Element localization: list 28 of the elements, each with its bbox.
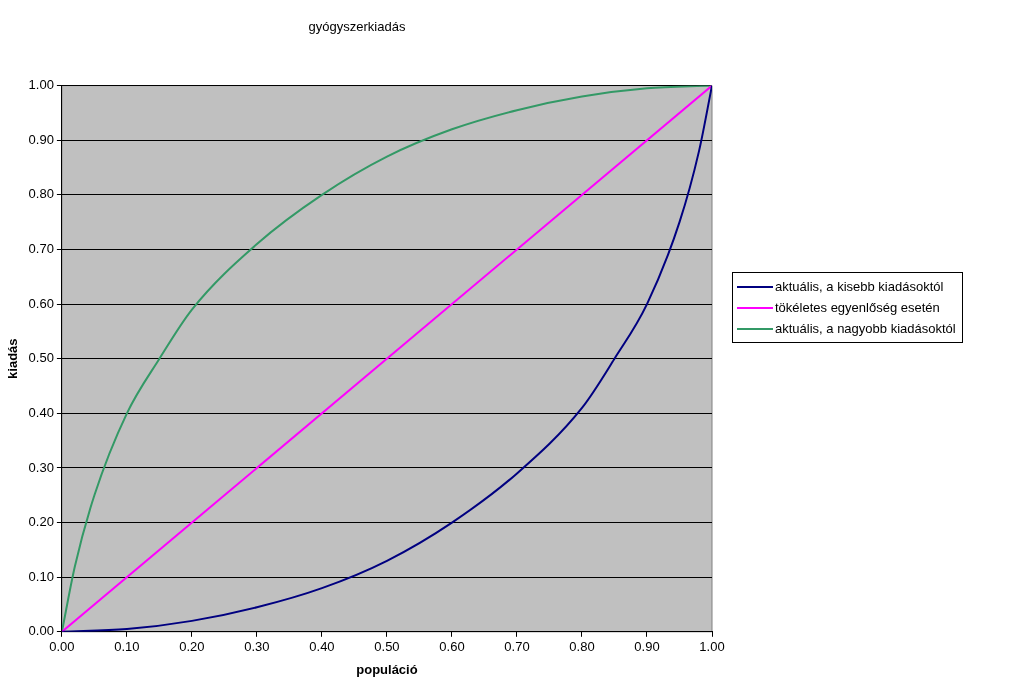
x-tick-label: 0.00 — [49, 639, 75, 655]
x-tick-label: 1.00 — [699, 639, 725, 655]
legend-label: aktuális, a kisebb kiadásoktól — [775, 278, 944, 296]
x-tick-label: 0.80 — [569, 639, 595, 655]
x-tick-label: 0.70 — [504, 639, 530, 655]
x-tick-label: 0.90 — [634, 639, 660, 655]
y-tick-label: 0.10 — [28, 568, 54, 584]
legend-label: tökéletes egyenlőség esetén — [775, 299, 940, 317]
y-tick-label: 0.30 — [28, 459, 54, 475]
y-tick-label: 0.40 — [28, 404, 54, 420]
x-tick-label: 0.10 — [114, 639, 140, 655]
y-tick-label: 0.00 — [28, 623, 54, 639]
chart-title: gyógyszerkiadás — [308, 19, 406, 35]
x-tick-label: 0.50 — [374, 639, 400, 655]
y-tick-label: 0.80 — [28, 186, 54, 202]
y-tick-label: 0.70 — [28, 241, 54, 257]
x-axis-title: populáció — [356, 661, 418, 677]
y-tick-label: 0.50 — [28, 350, 54, 366]
y-tick-label: 0.20 — [28, 514, 54, 530]
y-axis-title: kiadás — [5, 338, 21, 379]
y-tick-label: 0.90 — [28, 131, 54, 147]
x-tick-label: 0.20 — [179, 639, 205, 655]
y-tick-label: 0.60 — [28, 295, 54, 311]
x-tick-label: 0.30 — [244, 639, 270, 655]
y-tick-label: 1.00 — [28, 77, 54, 93]
x-tick-label: 0.60 — [439, 639, 465, 655]
x-tick-label: 0.40 — [309, 639, 335, 655]
legend-label: aktuális, a nagyobb kiadásoktól — [775, 320, 956, 338]
